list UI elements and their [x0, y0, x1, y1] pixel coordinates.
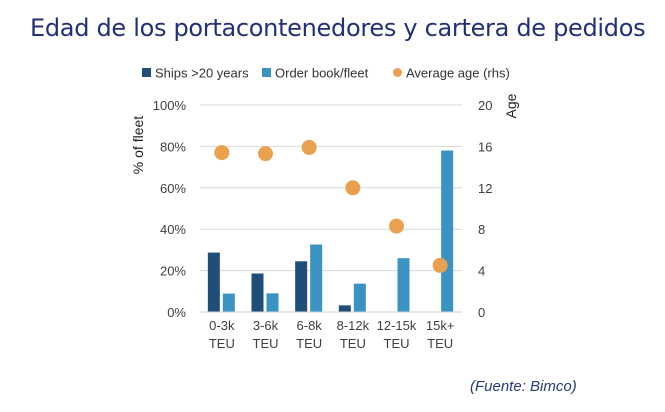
y-tick-label: 0%: [167, 305, 186, 320]
x-tick-label: 12-15k TEU: [377, 318, 417, 351]
legend-swatch: [393, 68, 402, 77]
bar-ships-over-20: [295, 261, 308, 312]
point-average-age: [214, 145, 230, 161]
bar-order-book: [397, 258, 410, 312]
bar-order-book: [266, 293, 279, 312]
y-axis-label: % of fleet: [130, 116, 146, 174]
y2-tick-label: 12: [478, 181, 492, 196]
y-tick-label: 100%: [153, 98, 187, 113]
y2-tick-label: 0: [478, 305, 485, 320]
y2-tick-label: 4: [478, 264, 485, 279]
y-tick-label: 60%: [160, 181, 186, 196]
bar-ships-over-20: [251, 273, 264, 312]
bar-order-book: [310, 244, 323, 312]
bar-ships-over-20: [207, 252, 220, 312]
y2-tick-label: 16: [478, 139, 492, 154]
x-tick-label: 3-6k TEU: [253, 318, 279, 351]
source-note: (Fuente: Bimco): [470, 378, 577, 395]
bar-order-book: [353, 283, 366, 312]
bar-order-book: [441, 150, 454, 312]
page-title: Edad de los portacontenedores y cartera …: [30, 14, 646, 42]
legend-label: Average age (rhs): [406, 66, 510, 81]
y-tick-label: 40%: [160, 222, 186, 237]
point-average-age: [258, 146, 273, 162]
point-average-age: [301, 139, 317, 155]
point-average-age: [432, 257, 448, 273]
point-average-age: [345, 180, 361, 196]
legend-label: Order book/fleet: [275, 66, 369, 81]
y2-tick-label: 20: [478, 98, 492, 113]
y-tick-label: 80%: [160, 139, 186, 154]
bar-order-book: [222, 293, 235, 312]
x-tick-label: 0-3k TEU: [209, 318, 235, 351]
x-tick-label: 8-12k TEU: [337, 318, 370, 351]
legend-label: Ships >20 years: [155, 66, 249, 81]
y2-tick-label: 8: [478, 222, 485, 237]
legend-swatch: [142, 68, 151, 77]
bar-ships-over-20: [338, 305, 351, 312]
y2-axis-label: Age: [503, 93, 519, 118]
x-tick-label: 15k+ TEU: [426, 318, 455, 351]
legend-swatch: [262, 68, 271, 77]
point-average-age: [389, 218, 404, 234]
x-tick-label: 6-8k TEU: [296, 318, 322, 351]
y-tick-label: 20%: [160, 264, 186, 279]
